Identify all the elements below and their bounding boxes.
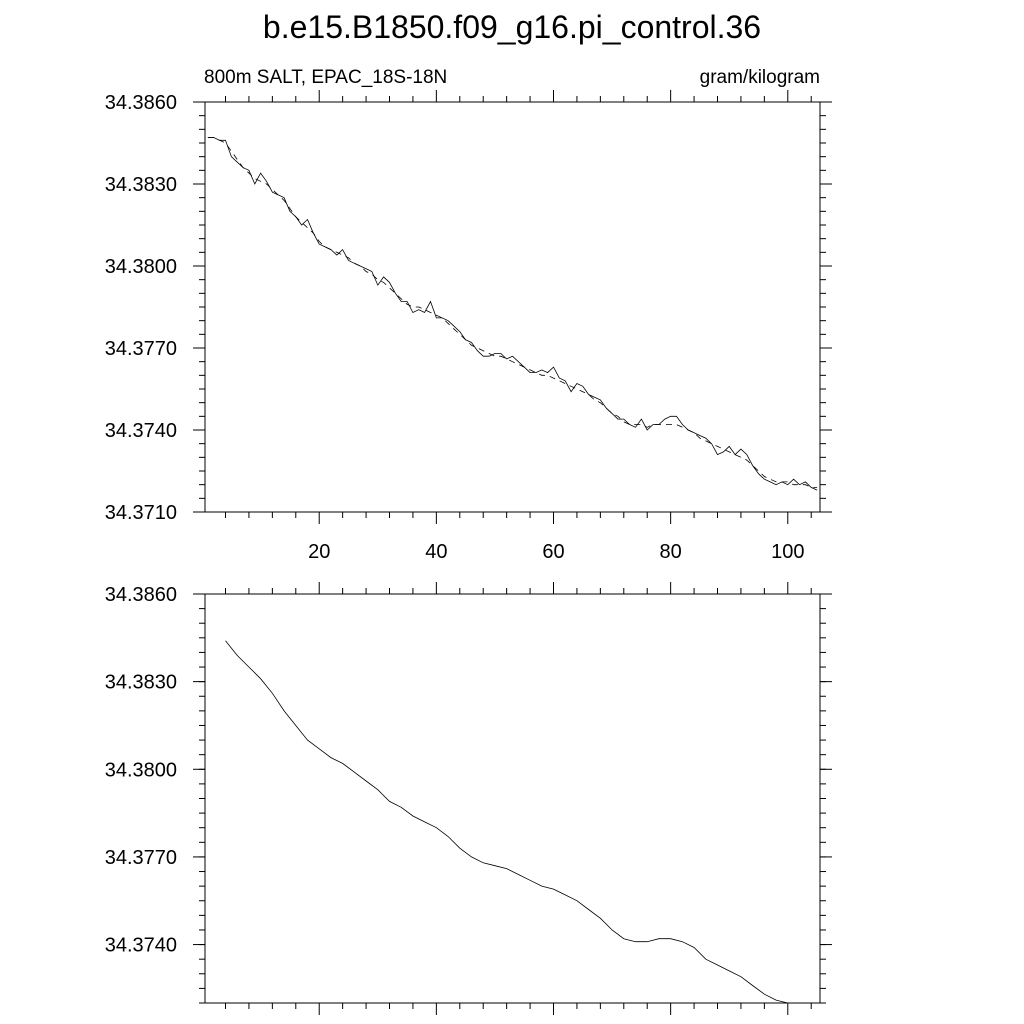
x-tick-label: 20 bbox=[308, 541, 330, 563]
y-tick-label: 34.3740 bbox=[105, 420, 177, 442]
plot-frame bbox=[204, 101, 821, 513]
y-tick-label: 34.3800 bbox=[105, 256, 177, 278]
plot-frame bbox=[204, 593, 821, 1004]
series-line-smoothed-overlay bbox=[207, 137, 818, 488]
chart-title: b.e15.B1850.f09_g16.pi_control.36 bbox=[263, 9, 761, 45]
y-tick-label: 34.3830 bbox=[105, 672, 177, 694]
series-line-annual bbox=[207, 137, 818, 491]
y-tick-label: 34.3860 bbox=[105, 584, 177, 606]
bottom-panel: 34.3740 34.3770 34.3800 34.3830 34.3860 bbox=[105, 582, 832, 1015]
y-tick-label: 34.3830 bbox=[105, 174, 177, 196]
y-tick-label: 34.3800 bbox=[105, 759, 177, 781]
y-tick-label: 34.3860 bbox=[105, 92, 177, 114]
x-tick-label: 40 bbox=[425, 541, 447, 563]
x-tick-label: 60 bbox=[542, 541, 564, 563]
x-tick-label: 100 bbox=[771, 541, 804, 563]
x-tick-label: 80 bbox=[660, 541, 682, 563]
top-panel: 34.3710 34.3740 34.3770 34.3800 34.3830 34.38… bbox=[105, 90, 832, 563]
y-tick-label: 34.3740 bbox=[105, 935, 177, 957]
y-tick-label: 34.3770 bbox=[105, 847, 177, 869]
left-subtitle: 800m SALT, EPAC_18S-18N bbox=[204, 67, 447, 88]
y-tick-label: 34.3770 bbox=[105, 338, 177, 360]
y-tick-label: 34.3710 bbox=[105, 502, 177, 524]
series-line-smoothed bbox=[225, 640, 800, 1004]
right-subtitle: gram/kilogram bbox=[700, 67, 820, 88]
